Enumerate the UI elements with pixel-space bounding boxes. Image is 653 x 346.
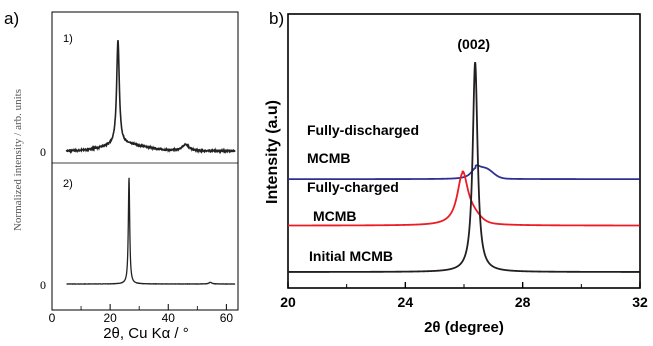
panel-a-x-tick-label: 0 bbox=[49, 311, 56, 325]
panel-b-series-label: Fully-discharged bbox=[307, 122, 419, 138]
panel-b-x-tick-label: 20 bbox=[280, 294, 296, 310]
panel-b-series-line bbox=[288, 62, 640, 273]
panel-b-series-label: Fully-charged bbox=[307, 179, 399, 195]
panel-b-ylabel: Intensity (a.u) bbox=[264, 100, 281, 204]
panel-b-xlabel: 2θ (degree) bbox=[424, 319, 504, 336]
panel-a-x-tick-label: 60 bbox=[220, 311, 234, 325]
panel-a-sub2-curve bbox=[66, 177, 236, 285]
panel-a-x-ticks: 0 20 40 60 bbox=[49, 304, 234, 325]
panel-b-curves bbox=[288, 62, 640, 273]
panel-a-label: a) bbox=[4, 9, 19, 28]
panel-b-x-tick-label: 24 bbox=[398, 294, 414, 310]
panel-b-series-label: Initial MCMB bbox=[309, 248, 393, 264]
panel-b: b) Intensity (a.u) Fully-dischargedMCMBF… bbox=[264, 9, 648, 336]
panel-b-series-labels: Fully-discharged MCMB Fully-charged MCMB Ini… bbox=[307, 122, 419, 264]
panel-a-sub1-label: 1) bbox=[63, 33, 73, 45]
panel-b-series-label-line2: MCMB bbox=[313, 208, 357, 224]
panel-b-label: b) bbox=[269, 9, 284, 28]
panel-b-series-label-line2: MCMB bbox=[307, 150, 351, 166]
panel-a-x-tick-label: 40 bbox=[162, 311, 176, 325]
panel-a-x-tick-label: 20 bbox=[103, 311, 117, 325]
panel-b-series-line bbox=[288, 170, 640, 227]
panel-b-series-line bbox=[288, 164, 640, 181]
panel-a-sub2-label: 2) bbox=[63, 178, 73, 190]
panel-a-sub2-zero: 0 bbox=[40, 278, 46, 292]
panel-a-sub1-curve bbox=[65, 40, 236, 155]
panel-b-peak-annotation: (002) bbox=[457, 36, 490, 52]
panel-b-x-tick-label: 28 bbox=[515, 294, 531, 310]
panel-b-x-tick-label: 32 bbox=[632, 294, 648, 310]
panel-a-sub1-zero: 0 bbox=[40, 145, 46, 159]
panel-b-x-ticks: 20 24 28 32 bbox=[280, 282, 648, 310]
panel-a-plot-frame bbox=[51, 11, 239, 311]
panel-a: a) Normalized intensity / arb. units 1) … bbox=[4, 9, 239, 342]
panel-a-xlabel: 2θ, Cu Kα / ° bbox=[103, 325, 189, 342]
panel-a-ylabel: Normalized intensity / arb. units bbox=[12, 89, 24, 231]
